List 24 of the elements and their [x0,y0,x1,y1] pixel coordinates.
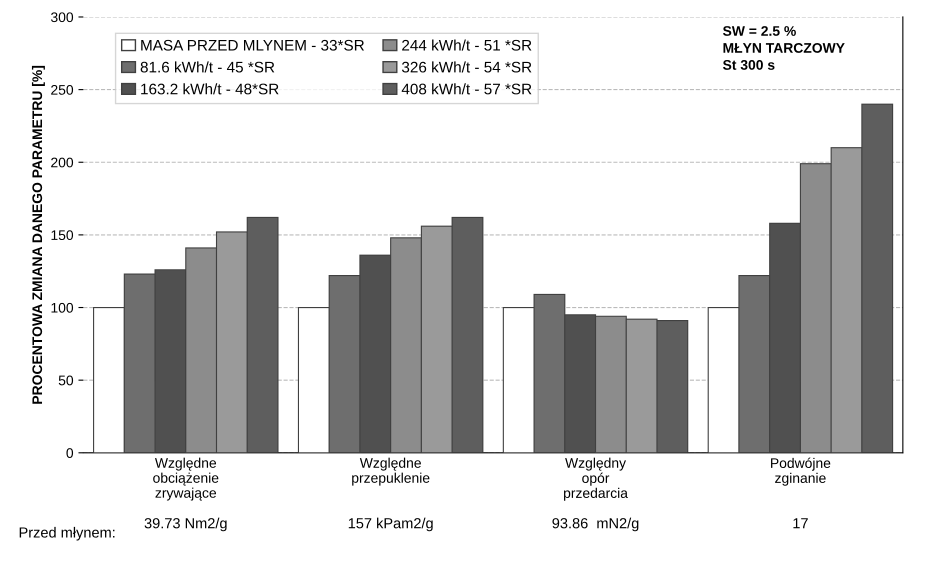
legend-label: 244 kWh/t - 51 *SR [402,39,532,51]
legend-label: 326 kWh/t - 54 *SR [402,61,532,73]
x-tick-label: Względny opór przedarcia [564,458,628,501]
x-tick-label: Względne przepuklenie [352,458,430,486]
text: 39.73 Nm2/g [144,518,227,532]
annotation: SW = 2.5 % MŁYN TARCZOWY St 300 s [722,26,845,70]
y-tick-label: 250 [51,84,74,95]
y-tick-label: 100 [52,302,74,313]
legend-label: 81.6 kWh/t - 45 *SR [140,61,274,73]
text: 93.86 mN2/g [552,518,638,532]
y-tick-label: 50 [58,376,74,386]
x-tick-label: Podwójne zginanie [771,458,830,486]
legend-label: MASA PRZED MLYNEM - 33*SR [141,40,364,51]
legend-label: 163.2 kWh/t - 48*SR [141,83,279,94]
y-tick-label: 200 [51,158,74,168]
y-tick-label: 300 [50,12,74,22]
text: Przed młynem: [20,526,114,541]
legend-label: 408 kWh/t - 57 *SR [402,83,532,94]
text: 17 [793,518,808,528]
y-tick-label: 0 [66,448,74,458]
y-axis-title: PROCENTOWA ZMIANA DANEGO PARAMETRU [%] [32,66,45,404]
text: 157 kPam2/g [348,518,433,532]
x-tick-label: Względne obciążenie zrywające [153,458,218,501]
y-tick-label: 150 [52,230,74,240]
